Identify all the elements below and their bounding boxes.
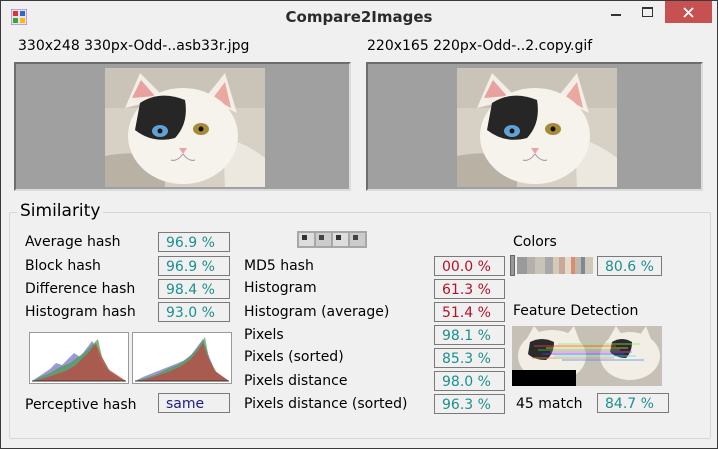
- colors-palette-bar: [517, 257, 593, 274]
- pixels-distance-sorted-value: 96.3 %: [434, 394, 505, 414]
- average-hash-value: 96.9 %: [158, 232, 230, 252]
- histogram-value: 61.3 %: [434, 279, 505, 299]
- perceptive-hash-label: Perceptive hash: [25, 397, 137, 413]
- cat-image-left: [105, 68, 265, 187]
- pixels-value: 98.1 %: [434, 325, 505, 345]
- minimize-button[interactable]: [601, 1, 631, 23]
- cat-image-right: [457, 68, 617, 187]
- feature-detection-value: 84.7 %: [597, 393, 669, 413]
- close-button[interactable]: [665, 1, 712, 23]
- histogram-hash-label: Histogram hash: [25, 304, 136, 320]
- close-icon: [683, 6, 694, 18]
- difference-hash-label: Difference hash: [25, 281, 136, 297]
- pixels-distance-label: Pixels distance: [244, 373, 348, 389]
- histogram-average-label: Histogram (average): [244, 304, 390, 320]
- similarity-title: Similarity: [17, 201, 104, 221]
- colors-slider-handle[interactable]: [510, 255, 515, 276]
- feature-detection-label: Feature Detection: [513, 303, 639, 319]
- colors-label: Colors: [513, 234, 557, 250]
- block-hash-value: 96.9 %: [158, 256, 230, 276]
- app-icon: [11, 9, 27, 25]
- histogram-average-value: 51.4 %: [434, 302, 505, 322]
- histogram-hash-value: 93.0 %: [158, 302, 230, 322]
- difference-hash-value: 98.4 %: [158, 279, 230, 299]
- histogram-right: [132, 332, 232, 384]
- left-image-panel[interactable]: [14, 62, 351, 191]
- right-image-panel[interactable]: [366, 62, 703, 191]
- average-hash-label: Average hash: [25, 234, 121, 250]
- feature-detection-preview: [512, 326, 662, 386]
- feature-match-count: 45 match: [516, 396, 583, 412]
- window-title: Compare2Images: [285, 8, 433, 26]
- md5-thumbnail-strip: [297, 231, 367, 248]
- title-bar[interactable]: Compare2Images: [1, 1, 717, 32]
- minimize-icon: [611, 14, 621, 16]
- block-hash-label: Block hash: [25, 258, 101, 274]
- similarity-group: [9, 212, 711, 439]
- colors-value: 80.6 %: [597, 256, 662, 276]
- maximize-icon: [641, 7, 653, 17]
- md5-hash-label: MD5 hash: [244, 258, 314, 274]
- pixels-sorted-value: 85.3 %: [434, 348, 505, 368]
- left-image-caption: 330x248 330px-Odd-..asb33r.jpg: [18, 38, 250, 54]
- md5-hash-value: 00.0 %: [434, 256, 505, 276]
- pixels-label: Pixels: [244, 327, 284, 343]
- histogram-label: Histogram: [244, 280, 317, 296]
- pixels-distance-value: 98.0 %: [434, 371, 505, 391]
- pixels-sorted-label: Pixels (sorted): [244, 349, 344, 365]
- perceptive-hash-value: same: [158, 393, 230, 413]
- pixels-distance-sorted-label: Pixels distance (sorted): [244, 396, 408, 412]
- histogram-left: [29, 332, 129, 384]
- right-image-caption: 220x165 220px-Odd-..2.copy.gif: [367, 38, 593, 54]
- maximize-button[interactable]: [632, 1, 662, 23]
